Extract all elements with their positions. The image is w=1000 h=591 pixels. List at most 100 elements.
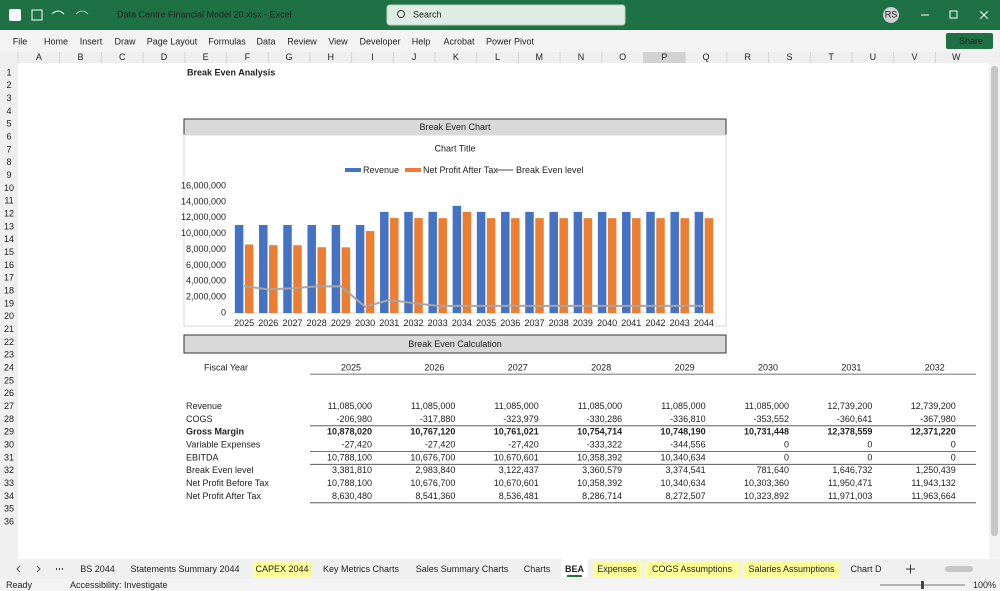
column-header[interactable]: O bbox=[619, 52, 626, 62]
row-header[interactable]: 13 bbox=[4, 221, 14, 231]
row-header[interactable]: 36 bbox=[4, 516, 14, 526]
share-button[interactable] bbox=[946, 33, 993, 49]
row-header[interactable]: 19 bbox=[4, 298, 14, 308]
row-header[interactable]: 14 bbox=[4, 234, 14, 244]
row-header[interactable]: 1 bbox=[6, 67, 11, 77]
row-header[interactable]: 12 bbox=[4, 209, 14, 219]
column-header[interactable]: V bbox=[912, 52, 918, 62]
menu-item[interactable]: Power Pivot bbox=[486, 36, 535, 46]
zoom-thumb[interactable] bbox=[921, 581, 924, 589]
column-header[interactable]: Q bbox=[703, 52, 710, 62]
sheet-tab[interactable]: Key Metrics Charts bbox=[323, 564, 400, 574]
menu-item[interactable]: Page Layout bbox=[147, 36, 198, 46]
tab-nav-next[interactable] bbox=[36, 565, 41, 573]
row-header[interactable]: 5 bbox=[6, 119, 11, 129]
column-header[interactable]: J bbox=[412, 52, 417, 62]
row-header[interactable]: 15 bbox=[4, 247, 14, 257]
column-header[interactable]: H bbox=[328, 52, 335, 62]
row-header[interactable]: 3 bbox=[6, 93, 11, 103]
save-icon[interactable] bbox=[31, 9, 43, 21]
column-header[interactable]: T bbox=[828, 52, 834, 62]
column-header[interactable]: R bbox=[745, 52, 752, 62]
row-header[interactable]: 28 bbox=[4, 414, 14, 424]
scroll-thumb[interactable] bbox=[991, 66, 998, 536]
sheet-tab[interactable]: Sales Summary Charts bbox=[416, 564, 509, 574]
restore[interactable] bbox=[949, 10, 958, 19]
row-header[interactable]: 2 bbox=[6, 80, 11, 90]
column-header[interactable]: M bbox=[536, 52, 544, 62]
redo-icon[interactable] bbox=[75, 10, 89, 15]
row-header[interactable]: 23 bbox=[4, 350, 14, 360]
column-header[interactable]: P bbox=[661, 52, 667, 62]
column-header[interactable]: C bbox=[119, 52, 126, 62]
h-scroll-thumb[interactable] bbox=[945, 566, 973, 572]
sheet-tab[interactable]: Chart D bbox=[850, 564, 882, 574]
column-header[interactable]: A bbox=[36, 52, 42, 62]
menu-item[interactable]: Acrobat bbox=[443, 36, 475, 46]
row-header[interactable]: 11 bbox=[4, 196, 13, 206]
row-header[interactable]: 32 bbox=[4, 465, 14, 475]
row-header[interactable]: 24 bbox=[4, 362, 14, 372]
row-header[interactable]: 35 bbox=[4, 504, 14, 514]
menu-item[interactable]: Draw bbox=[114, 36, 136, 46]
menu-item[interactable]: Home bbox=[44, 36, 68, 46]
sheet-tab[interactable]: CAPEX 2044 bbox=[255, 564, 308, 574]
sheet-tab[interactable]: BEA bbox=[565, 564, 585, 574]
column-header[interactable]: F bbox=[245, 52, 251, 62]
column-header[interactable]: L bbox=[495, 52, 500, 62]
row-header[interactable]: 25 bbox=[4, 375, 14, 385]
column-header[interactable]: U bbox=[870, 52, 877, 62]
close[interactable] bbox=[979, 10, 989, 20]
row-header[interactable]: 7 bbox=[6, 144, 11, 154]
menu-item[interactable]: Data bbox=[256, 36, 275, 46]
menu-item[interactable]: Formulas bbox=[208, 36, 246, 46]
sheet-tab[interactable]: Statements Summary 2044 bbox=[130, 564, 239, 574]
row-header[interactable]: 16 bbox=[4, 260, 14, 270]
row-header[interactable]: 31 bbox=[4, 452, 14, 462]
row-header[interactable]: 26 bbox=[4, 388, 14, 398]
row-header[interactable]: 34 bbox=[4, 491, 14, 501]
sheet-tab[interactable]: Expenses bbox=[597, 564, 637, 574]
row-header[interactable]: 20 bbox=[4, 311, 14, 321]
menu-item[interactable]: Insert bbox=[80, 36, 103, 46]
row-header[interactable]: 30 bbox=[4, 439, 14, 449]
menu-item[interactable]: Developer bbox=[359, 36, 400, 46]
row-header[interactable]: 9 bbox=[6, 170, 11, 180]
table-cell: 1,646,732 bbox=[832, 465, 872, 475]
row-header[interactable]: 6 bbox=[6, 132, 11, 142]
excel-icon[interactable] bbox=[9, 9, 21, 21]
row-header[interactable]: 22 bbox=[4, 337, 14, 347]
menu-item[interactable]: Help bbox=[412, 36, 431, 46]
column-header[interactable]: B bbox=[78, 52, 84, 62]
tab-nav-prev[interactable] bbox=[16, 565, 21, 573]
column-header[interactable]: I bbox=[371, 52, 374, 62]
sheet-tab[interactable]: BS 2044 bbox=[80, 564, 115, 574]
column-header[interactable]: K bbox=[453, 52, 459, 62]
row-header[interactable]: 29 bbox=[4, 427, 14, 437]
column-header[interactable]: S bbox=[786, 52, 792, 62]
column-header[interactable]: G bbox=[286, 52, 293, 62]
add-sheet[interactable] bbox=[906, 564, 915, 574]
search-box[interactable] bbox=[386, 4, 626, 26]
row-header[interactable]: 33 bbox=[4, 478, 14, 488]
row-header[interactable]: 21 bbox=[4, 324, 14, 334]
undo-icon[interactable] bbox=[51, 10, 65, 15]
sheet-tab[interactable]: Salaries Assumptions bbox=[748, 564, 835, 574]
column-header[interactable]: N bbox=[578, 52, 585, 62]
column-header[interactable]: D bbox=[161, 52, 168, 62]
menu-item[interactable]: View bbox=[328, 36, 348, 46]
sheet-tab[interactable]: COGS Assumptions bbox=[652, 564, 733, 574]
row-header[interactable]: 17 bbox=[4, 273, 14, 283]
row-header[interactable]: 18 bbox=[4, 285, 14, 295]
column-header[interactable]: W bbox=[952, 52, 961, 62]
row-header[interactable]: 4 bbox=[6, 106, 11, 116]
row-header[interactable]: 27 bbox=[4, 401, 14, 411]
sheet-tab[interactable]: Charts bbox=[524, 564, 551, 574]
row-header[interactable]: 10 bbox=[4, 183, 14, 193]
menu-item[interactable]: File bbox=[13, 36, 28, 46]
row-header[interactable]: 8 bbox=[6, 157, 11, 167]
status-accessibility[interactable]: Accessibility: Investigate bbox=[70, 580, 168, 590]
menu-item[interactable]: Review bbox=[287, 36, 317, 46]
column-header[interactable]: E bbox=[203, 52, 209, 62]
user-avatar[interactable] bbox=[883, 7, 899, 23]
